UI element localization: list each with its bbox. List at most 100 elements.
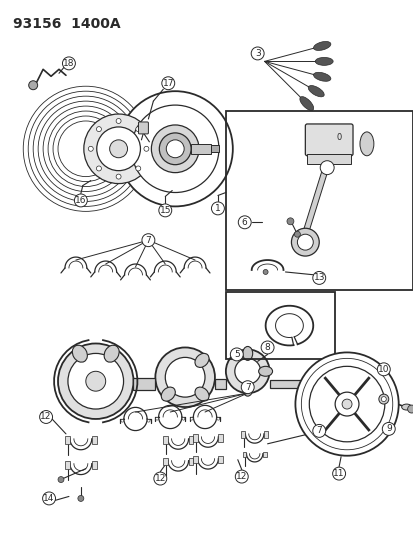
Bar: [218, 434, 223, 441]
Circle shape: [380, 397, 385, 401]
Circle shape: [182, 417, 184, 420]
Text: 18: 18: [63, 59, 74, 68]
Circle shape: [332, 467, 345, 480]
Circle shape: [121, 419, 123, 422]
Text: 16: 16: [75, 196, 86, 205]
Circle shape: [230, 348, 243, 361]
Polygon shape: [300, 164, 330, 240]
Text: 7: 7: [244, 383, 250, 392]
Circle shape: [109, 140, 127, 158]
Bar: [192, 434, 197, 441]
Circle shape: [62, 57, 75, 70]
Circle shape: [116, 174, 121, 179]
Text: 12: 12: [154, 474, 166, 483]
Bar: [263, 431, 268, 438]
Circle shape: [238, 216, 251, 229]
Circle shape: [155, 417, 158, 420]
Bar: [92, 436, 97, 444]
Text: 1: 1: [214, 204, 220, 213]
Circle shape: [335, 392, 358, 416]
Circle shape: [142, 234, 154, 247]
Circle shape: [378, 394, 388, 404]
Circle shape: [341, 399, 351, 409]
Bar: [188, 458, 193, 465]
Ellipse shape: [313, 42, 330, 51]
Text: 13: 13: [313, 273, 324, 282]
Bar: [214, 379, 225, 389]
Circle shape: [241, 381, 254, 394]
Bar: [225, 111, 412, 290]
Bar: [262, 451, 266, 457]
Circle shape: [74, 194, 87, 207]
Circle shape: [159, 133, 191, 165]
FancyBboxPatch shape: [138, 122, 148, 134]
Text: 7: 7: [145, 236, 151, 245]
Circle shape: [117, 91, 232, 206]
Circle shape: [135, 127, 140, 132]
Circle shape: [144, 147, 149, 151]
Bar: [163, 436, 167, 443]
Circle shape: [309, 366, 384, 442]
Text: 10: 10: [377, 365, 389, 374]
Ellipse shape: [72, 345, 87, 362]
Bar: [242, 451, 246, 457]
Text: 0: 0: [336, 133, 341, 142]
Text: 12: 12: [235, 472, 247, 481]
Ellipse shape: [195, 353, 209, 367]
Circle shape: [135, 166, 140, 171]
Circle shape: [78, 496, 83, 502]
Ellipse shape: [161, 387, 175, 401]
Ellipse shape: [195, 387, 209, 401]
Bar: [188, 436, 193, 443]
Circle shape: [85, 372, 105, 391]
Ellipse shape: [258, 366, 272, 376]
Ellipse shape: [315, 58, 332, 66]
Circle shape: [83, 114, 153, 183]
Text: 5: 5: [233, 350, 239, 359]
Circle shape: [251, 47, 263, 60]
Circle shape: [97, 127, 140, 171]
Circle shape: [313, 379, 323, 389]
Circle shape: [225, 350, 269, 393]
Ellipse shape: [104, 345, 119, 362]
Circle shape: [234, 358, 260, 384]
Text: 11: 11: [332, 469, 344, 478]
Text: 6: 6: [241, 218, 247, 227]
Circle shape: [320, 161, 333, 175]
Text: 17: 17: [162, 79, 173, 88]
Circle shape: [211, 202, 224, 215]
Circle shape: [301, 358, 392, 450]
Circle shape: [294, 231, 300, 237]
Circle shape: [312, 424, 325, 438]
Bar: [191, 144, 211, 154]
Bar: [192, 456, 197, 463]
Text: 7: 7: [316, 426, 321, 435]
Circle shape: [312, 271, 325, 285]
Circle shape: [286, 218, 293, 225]
Circle shape: [190, 417, 193, 420]
Circle shape: [131, 105, 218, 192]
Bar: [92, 461, 97, 469]
Text: 15: 15: [159, 206, 171, 215]
Bar: [65, 436, 70, 444]
Circle shape: [159, 204, 171, 217]
Circle shape: [216, 417, 219, 420]
Circle shape: [407, 405, 413, 413]
Text: 3: 3: [254, 49, 260, 58]
Circle shape: [28, 81, 38, 90]
Text: 93156  1400A: 93156 1400A: [13, 17, 121, 31]
Bar: [225, 292, 335, 359]
FancyBboxPatch shape: [305, 124, 352, 156]
Circle shape: [235, 470, 248, 483]
Ellipse shape: [308, 85, 323, 97]
Circle shape: [263, 270, 268, 274]
Circle shape: [261, 341, 273, 354]
Circle shape: [96, 166, 101, 171]
Circle shape: [58, 477, 64, 482]
Bar: [269, 380, 318, 388]
Bar: [133, 378, 155, 390]
Circle shape: [154, 472, 166, 485]
Circle shape: [58, 343, 133, 419]
Bar: [211, 146, 218, 152]
Bar: [241, 431, 245, 438]
